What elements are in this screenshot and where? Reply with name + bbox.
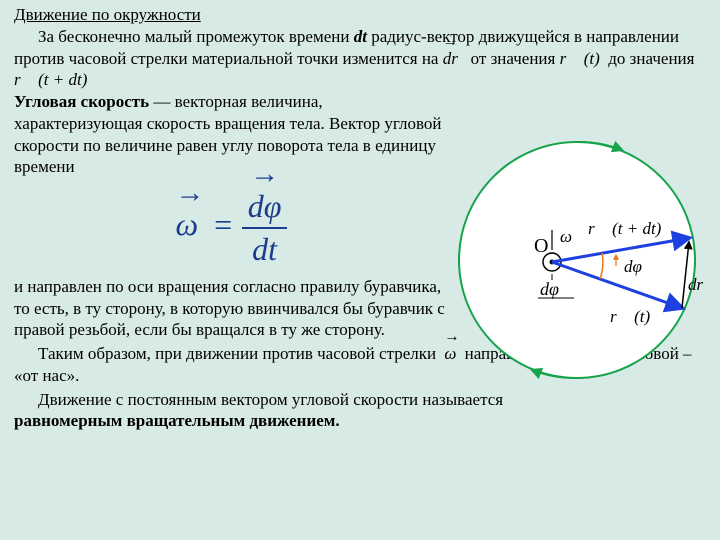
- paragraph-5: Движение с постоянным вектором угловой с…: [14, 389, 710, 433]
- main-formula: →ω = →ddφφ dt: [14, 186, 449, 270]
- title: Движение по окружности: [14, 4, 710, 26]
- label-r-tdt: r⃗ (t + dt): [588, 219, 662, 238]
- paragraph-3: и направлен по оси вращения согласно пра…: [14, 276, 449, 341]
- label-dr: dr⃗: [688, 275, 712, 294]
- label-omega: ω⃗: [560, 227, 585, 246]
- paragraph-1: За бесконечно малый промежуток времени d…: [14, 26, 710, 91]
- label-O: O: [534, 235, 548, 257]
- sym-r-t: r⃗ (t): [560, 49, 600, 68]
- paragraph-2: Угловая скорость — векторная величина, х…: [14, 91, 449, 178]
- label-dphi-top: dφ: [624, 257, 642, 276]
- sym-dt: dt: [354, 27, 367, 46]
- label-dphi-bot: dφ⃗: [540, 279, 573, 299]
- sym-dr: →dr: [443, 48, 458, 70]
- sym-r-tdt: r⃗ (t + dt): [14, 70, 87, 89]
- label-r-t: r⃗ (t): [610, 307, 650, 326]
- diagram: O ω⃗ dφ⃗ dφ r⃗ (t + dt) r⃗ (t) dr⃗: [452, 130, 712, 380]
